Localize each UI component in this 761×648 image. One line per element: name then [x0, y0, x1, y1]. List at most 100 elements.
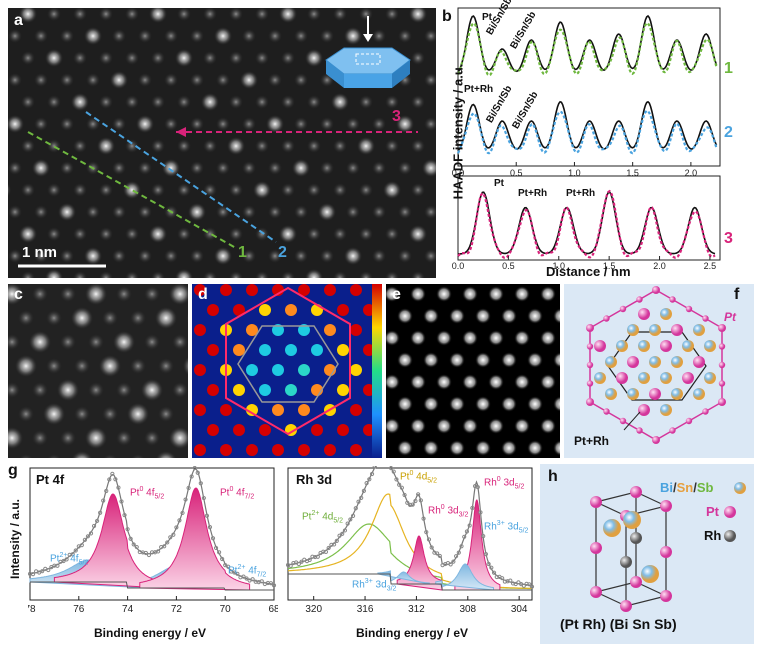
atom-column	[268, 249, 282, 263]
raw-point	[348, 517, 353, 522]
atom-column	[177, 95, 191, 109]
ptrh-atom	[638, 404, 650, 416]
atom-column	[125, 227, 139, 241]
raw-point	[88, 531, 94, 536]
atom-column	[188, 203, 206, 221]
simulated-column	[488, 286, 504, 302]
atom-column	[125, 51, 139, 65]
atom-column	[307, 95, 321, 109]
raw-point	[394, 477, 399, 482]
raw-point	[113, 477, 118, 482]
panel-g: g Intensity / a.u. 78 76 74 72 70 68 Pt 4f Bi…	[4, 462, 536, 646]
simulated-column	[397, 352, 413, 368]
tick-label: 0.5	[510, 168, 523, 178]
atom-column	[131, 454, 145, 458]
raw-point	[134, 544, 139, 550]
raw-point	[122, 512, 127, 518]
atom-column	[47, 95, 61, 109]
intensity-dot	[337, 304, 349, 316]
panel-letter-g: g	[8, 462, 18, 479]
intensity-dot	[350, 444, 362, 456]
intensity-dot	[259, 304, 271, 316]
atom-column	[112, 29, 126, 43]
atom-column	[292, 159, 310, 177]
atom-column	[187, 456, 188, 458]
ptrh-atom	[638, 308, 650, 320]
atom-column	[8, 249, 22, 263]
atom-column	[372, 249, 386, 263]
raw-point	[210, 536, 216, 541]
atom-column	[164, 249, 178, 263]
rh3d-label-rh3-32: Rh3+ 3d3/2	[352, 578, 397, 593]
h-caption: (Pt Rh) (Bi Sn Sb)	[560, 616, 677, 632]
raw-point	[456, 550, 461, 555]
atom-column	[125, 95, 139, 109]
rh3d-label-pt2-4d: Pt2+ 4d5/2	[302, 510, 344, 525]
atom-column	[138, 73, 152, 87]
simulated-column	[514, 286, 530, 302]
atom-column	[320, 161, 334, 175]
atom-column	[47, 454, 61, 458]
atom-column	[99, 183, 113, 197]
atom-column	[177, 183, 191, 197]
intensity-dot	[350, 404, 362, 416]
pt4f-label-pt0-52: Pt0 4f5/2	[130, 486, 165, 501]
atom-column	[175, 49, 193, 67]
b-annot-pt-3: Pt	[494, 178, 504, 189]
raw-point	[391, 469, 396, 474]
raw-point	[101, 498, 106, 503]
atom-column	[255, 227, 269, 241]
atom-column	[73, 139, 87, 153]
pt-atom	[652, 436, 660, 444]
atom-column	[307, 139, 321, 153]
pt-atom	[718, 361, 726, 369]
atom-column	[203, 227, 217, 241]
atom-column	[60, 117, 74, 131]
pt-atom	[619, 417, 627, 425]
atom-column	[203, 51, 217, 65]
atom-column	[34, 29, 48, 43]
b-annot-pt-1: Pt	[482, 12, 492, 23]
raw-point	[61, 558, 66, 564]
atom-column	[125, 139, 139, 153]
raw-point	[315, 554, 320, 559]
atom-column	[151, 95, 165, 109]
raw-point	[405, 500, 410, 505]
tick-label: 320	[305, 604, 322, 615]
raw-point	[70, 552, 75, 557]
atom-column	[60, 29, 74, 43]
atom-column	[305, 49, 323, 67]
intensity-dot	[194, 444, 206, 456]
raw-point	[451, 559, 456, 564]
raw-point	[213, 545, 219, 551]
atom-column	[411, 271, 425, 278]
atom-column	[85, 427, 107, 449]
atom-column	[99, 51, 113, 65]
ptrh-atom	[594, 340, 606, 352]
raw-point	[326, 545, 331, 551]
ptrh-atom	[693, 356, 705, 368]
simulated-column	[462, 374, 478, 390]
atom-column	[333, 8, 347, 21]
atom-column	[229, 227, 243, 241]
simulated-column	[501, 396, 517, 412]
atom-column	[424, 117, 436, 131]
pt-atom	[590, 496, 602, 508]
atom-column	[57, 379, 79, 401]
simulated-column	[501, 308, 517, 324]
raw-point	[491, 570, 497, 575]
simulated-column	[423, 352, 439, 368]
atom-column	[333, 227, 347, 241]
simulated-column	[436, 330, 452, 346]
raw-point	[402, 492, 407, 498]
atom-column	[74, 358, 90, 374]
atom-column	[60, 334, 76, 350]
line-label-1: 1	[238, 244, 247, 261]
rh-atom	[620, 556, 632, 568]
atom-column	[155, 307, 177, 329]
simulated-column	[423, 396, 439, 412]
simulated-column	[449, 440, 465, 456]
atom-column	[169, 284, 188, 305]
h-legend-rh: Rh	[704, 528, 722, 543]
atom-column	[229, 51, 243, 65]
